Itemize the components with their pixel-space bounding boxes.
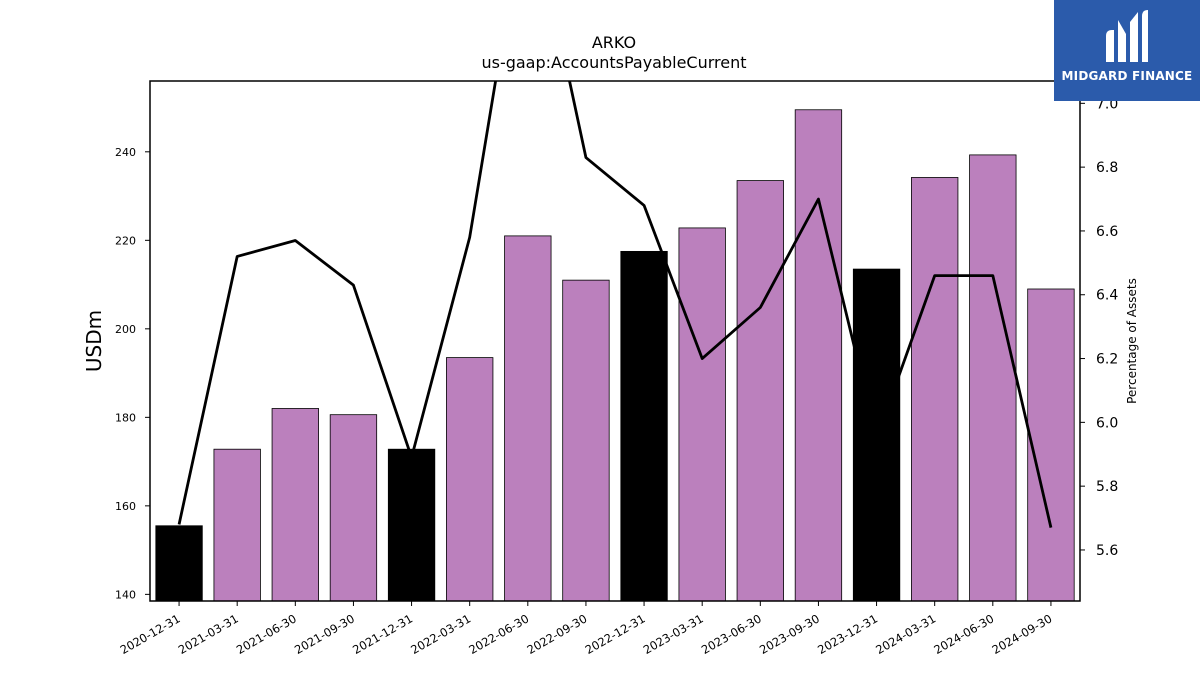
y-tick-label: 200: [115, 323, 136, 336]
x-tick-label: 2024-03-31: [873, 611, 938, 657]
bar-2022-06-30: [504, 235, 552, 602]
x-tick-label: 2021-06-30: [234, 611, 299, 657]
right-tick-label: 6.6: [1096, 224, 1118, 240]
right-tick-label: 6.4: [1096, 288, 1118, 304]
bar-2023-03-31: [678, 227, 726, 602]
right-tick-label: 6.2: [1096, 352, 1118, 368]
percentage-line: [177, 81, 1053, 528]
x-tick-label: 2024-09-30: [990, 611, 1055, 657]
x-tick-label: 2023-06-30: [699, 611, 764, 657]
right-axis-ticks: 5.65.86.06.26.46.66.87.0: [1080, 96, 1118, 559]
bar-2024-09-30: [1027, 288, 1075, 602]
x-tick-label: 2022-03-31: [408, 611, 473, 657]
bar-2021-06-30: [271, 408, 319, 602]
x-tick-label: 2023-09-30: [757, 611, 822, 657]
x-tick-label: 2021-03-31: [176, 611, 241, 657]
x-tick-label: 2021-09-30: [292, 611, 357, 657]
x-axis-ticks: 2020-12-312021-03-312021-06-302021-09-30…: [118, 601, 1055, 657]
x-tick-label: 2023-12-31: [815, 611, 880, 657]
y-tick-label: 220: [115, 234, 136, 247]
y-tick-label: 180: [115, 411, 136, 424]
x-tick-label: 2021-12-31: [350, 611, 415, 657]
right-tick-label: 6.8: [1096, 160, 1118, 176]
x-tick-label: 2024-06-30: [931, 611, 996, 657]
x-tick-label: 2022-06-30: [466, 611, 531, 657]
midgard-finance-logo: MIDGARD FINANCE: [1054, 0, 1200, 101]
chart-title: ARKO: [592, 33, 636, 52]
bar-2020-12-31: [155, 525, 203, 602]
left-axis-ticks: 140 160 180 200 220 240: [115, 146, 150, 601]
chart-subtitle: us-gaap:AccountsPayableCurrent: [481, 53, 746, 72]
right-tick-label: 5.8: [1096, 479, 1118, 495]
line-series: [177, 81, 1053, 528]
x-tick-label: 2022-12-31: [583, 611, 648, 657]
bar-series: [155, 109, 1075, 602]
bar-2024-03-31: [911, 177, 959, 602]
bar-2022-03-31: [446, 357, 494, 602]
right-tick-label: 6.0: [1096, 415, 1118, 431]
logo-text: MIDGARD FINANCE: [1061, 69, 1193, 83]
bar-2021-12-31: [387, 448, 436, 602]
midgard-m-logo-icon: [1106, 10, 1148, 62]
y-tick-label: 140: [115, 588, 136, 601]
bar-2022-12-31: [620, 250, 668, 602]
y-tick-label: 240: [115, 146, 136, 159]
plot-frame: [149, 80, 1081, 602]
bar-2021-09-30: [329, 414, 378, 602]
x-tick-label: 2020-12-31: [118, 611, 183, 657]
bar-2022-09-30: [562, 279, 610, 602]
bar-2023-06-30: [736, 180, 784, 602]
right-tick-label: 5.6: [1096, 543, 1118, 559]
x-tick-label: 2023-03-31: [641, 611, 706, 657]
bar-2024-06-30: [969, 154, 1017, 602]
bar-2023-09-30: [794, 109, 843, 602]
right-axis-label: Percentage of Assets: [1125, 278, 1139, 404]
y-tick-label: 160: [115, 500, 136, 513]
x-tick-label: 2022-09-30: [525, 611, 590, 657]
y-axis-label: USDm: [82, 310, 106, 372]
bar-2021-03-31: [213, 448, 261, 602]
